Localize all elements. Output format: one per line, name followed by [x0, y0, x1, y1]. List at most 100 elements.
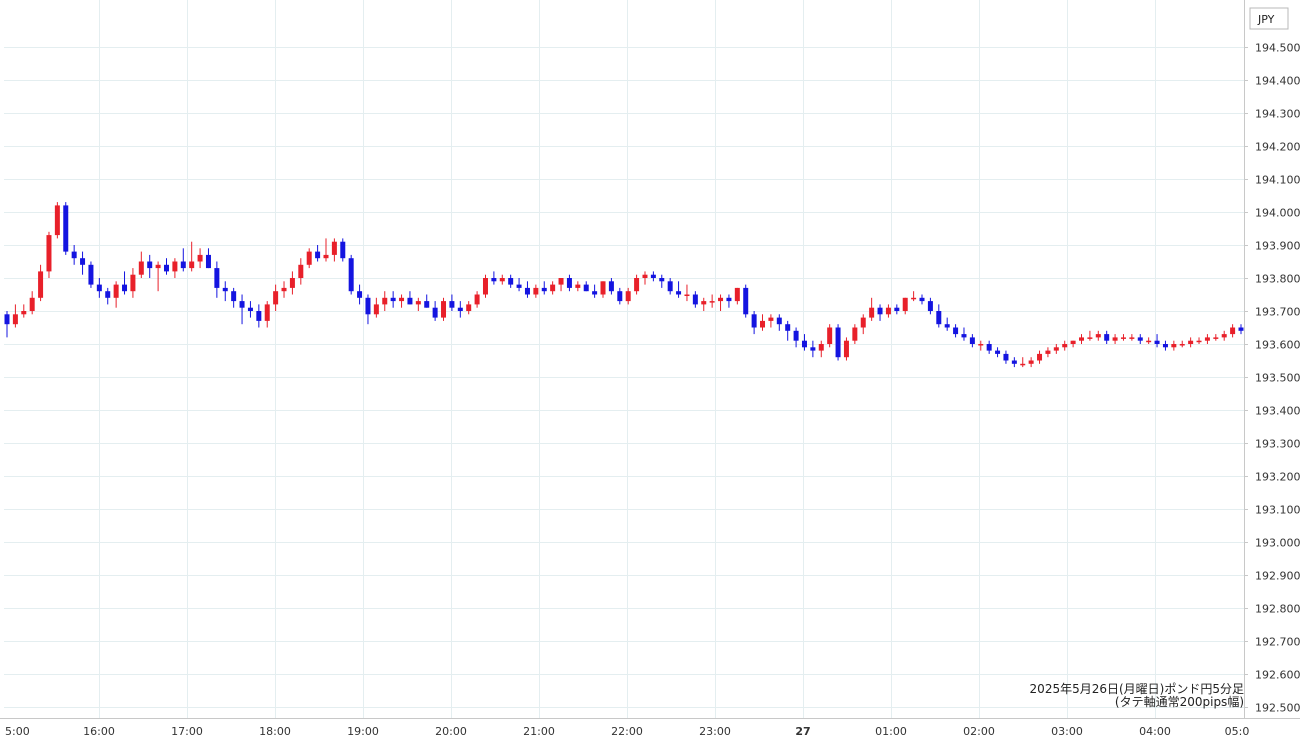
candle: [734, 287, 740, 305]
candle: [1137, 334, 1143, 344]
price-tick-label: 193.700: [1255, 306, 1300, 319]
candle: [399, 294, 405, 308]
candle: [239, 294, 245, 325]
time-tick-label: 03:00: [1051, 725, 1083, 738]
currency-label: JPY: [1257, 13, 1275, 26]
candle-body: [927, 301, 933, 311]
candle: [583, 281, 589, 292]
candle: [978, 340, 984, 351]
candle-body: [1095, 334, 1101, 338]
candle: [751, 311, 757, 335]
candle-body: [516, 284, 522, 288]
price-tick-label: 193.200: [1255, 471, 1300, 484]
candle: [1146, 337, 1152, 344]
candle-body: [919, 297, 925, 302]
candle: [441, 297, 447, 321]
candle: [969, 334, 975, 348]
candle-body: [1003, 353, 1009, 361]
candle: [482, 274, 488, 298]
candle-body: [843, 340, 849, 358]
candle: [348, 254, 354, 295]
candle: [1188, 337, 1194, 348]
candle: [592, 284, 598, 298]
price-tick-label: 192.800: [1255, 603, 1300, 616]
candle-body: [449, 301, 455, 308]
candle-body: [407, 297, 413, 305]
candle-body: [441, 301, 447, 318]
candle: [1154, 334, 1160, 348]
candle: [474, 291, 480, 308]
time-tick-label: 5:00: [5, 725, 30, 738]
candle: [575, 281, 581, 292]
candle-body: [1087, 337, 1093, 339]
candle-body: [894, 307, 900, 311]
candle-body: [122, 284, 128, 292]
candle: [1079, 334, 1085, 344]
candle: [953, 324, 959, 338]
candle: [424, 294, 430, 308]
candle: [818, 340, 824, 358]
candle: [894, 304, 900, 315]
time-tick-label: 02:00: [963, 725, 995, 738]
candle-body: [785, 324, 791, 331]
time-tick-label: 16:00: [83, 725, 115, 738]
candle: [986, 340, 992, 354]
candle-body: [667, 281, 673, 292]
candle-body: [986, 344, 992, 351]
candle: [1179, 340, 1185, 348]
candle: [516, 278, 522, 292]
candle: [860, 314, 866, 335]
candle-body: [911, 297, 917, 300]
candle-body: [138, 261, 144, 275]
time-tick-label: 17:00: [171, 725, 203, 738]
candle: [634, 274, 640, 295]
price-tick-label: 192.700: [1255, 636, 1300, 649]
candle-body: [4, 314, 10, 325]
candle: [189, 241, 195, 272]
candle: [415, 297, 421, 311]
candle: [407, 291, 413, 305]
candle-body: [600, 281, 606, 295]
candle: [298, 258, 304, 285]
candle-body: [239, 301, 245, 308]
candle: [743, 284, 749, 318]
candle: [1020, 357, 1026, 368]
candle-body: [1112, 337, 1118, 341]
candle: [961, 327, 967, 341]
price-tick-label: 192.500: [1255, 702, 1300, 715]
candle: [566, 274, 572, 292]
candle-body: [818, 344, 824, 351]
candle: [902, 297, 908, 315]
candle: [919, 294, 925, 305]
candle: [869, 297, 875, 321]
candle: [776, 314, 782, 331]
candle-body: [424, 301, 430, 308]
candle: [365, 294, 371, 325]
candle-body: [63, 205, 69, 252]
candle: [163, 258, 169, 275]
candle-body: [583, 284, 589, 292]
candle-body: [491, 278, 497, 282]
candle-body: [776, 317, 782, 325]
candle-body: [1238, 327, 1244, 331]
candle: [71, 245, 77, 265]
price-tick-label: 193.300: [1255, 438, 1300, 451]
candle-body: [247, 307, 253, 311]
candle-body: [701, 301, 707, 305]
candle: [29, 291, 35, 315]
candle: [340, 238, 346, 262]
candle-body: [231, 291, 237, 302]
candle: [927, 297, 933, 315]
candle-body: [760, 320, 766, 328]
candle: [197, 248, 203, 269]
candle: [63, 202, 69, 255]
candle: [692, 291, 698, 308]
candle-body: [634, 278, 640, 292]
candle: [718, 294, 724, 311]
candle: [667, 278, 673, 295]
candle: [122, 271, 128, 295]
candle-body: [1045, 350, 1051, 354]
candle-body: [1020, 363, 1026, 366]
candle-body: [348, 258, 354, 292]
candle: [357, 284, 363, 305]
